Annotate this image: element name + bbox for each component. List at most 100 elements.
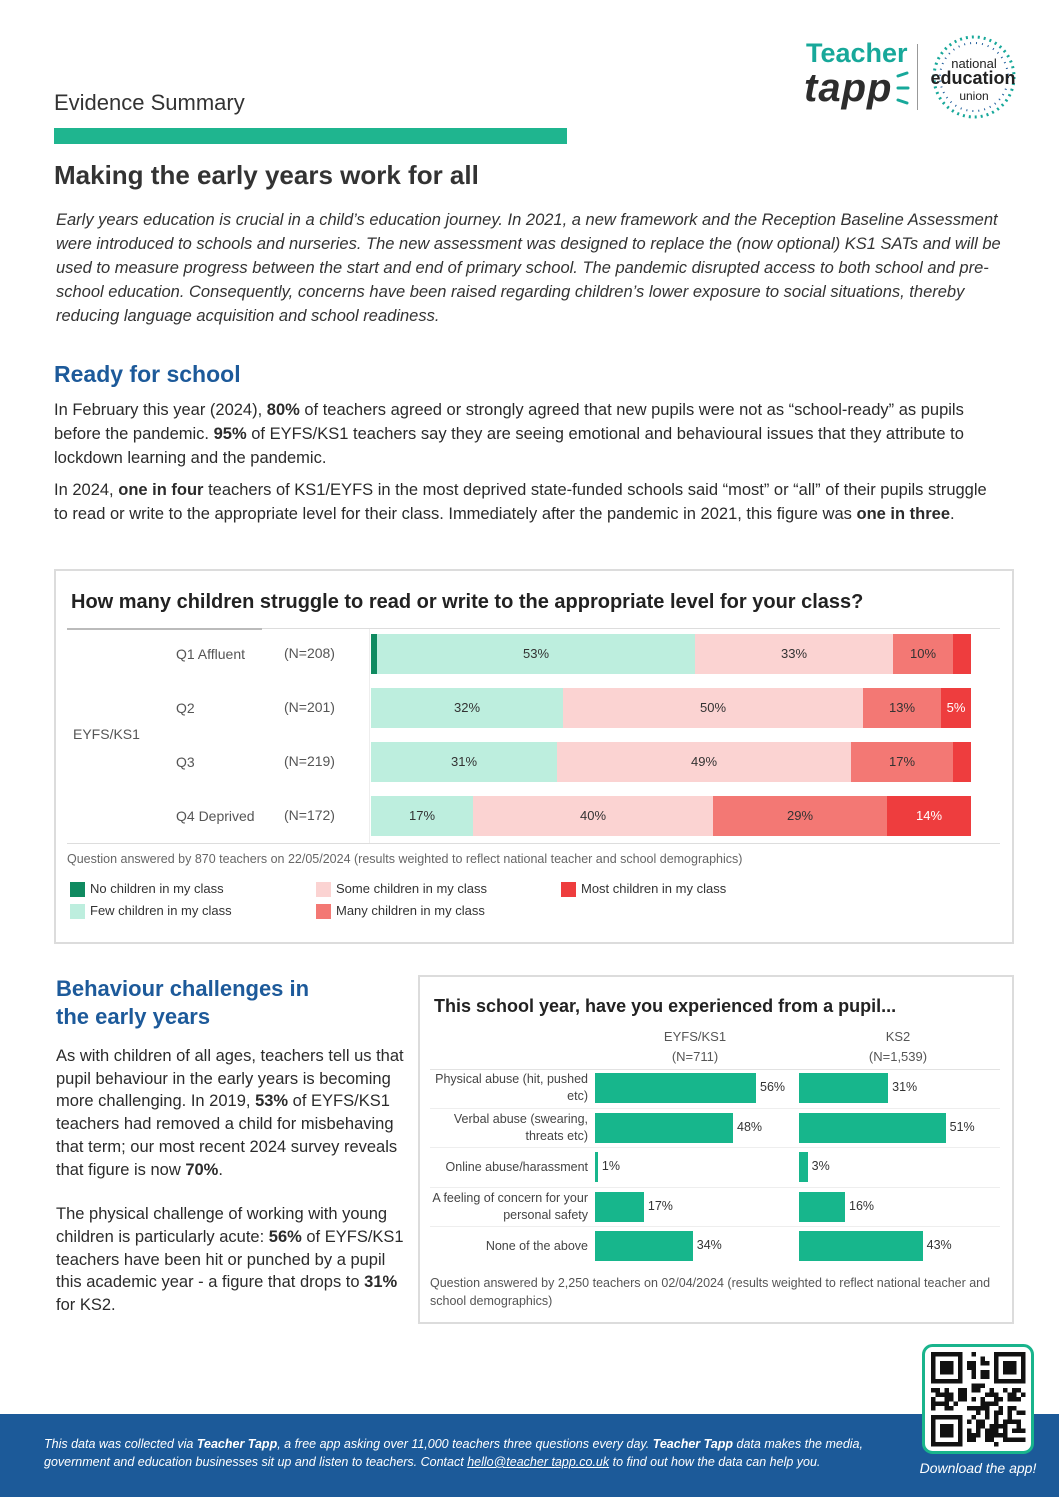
qr-module	[1012, 1437, 1017, 1442]
bar	[595, 1073, 756, 1103]
qr-module	[1012, 1392, 1017, 1397]
qr-module	[971, 1437, 976, 1442]
qr-module	[944, 1388, 949, 1393]
text-run: of EYFS/KS1 teachers say they are seeing…	[54, 425, 964, 467]
qr-module	[1003, 1424, 1008, 1429]
bar	[595, 1152, 598, 1182]
qr-module	[971, 1374, 976, 1379]
qr-module	[989, 1433, 994, 1438]
qr-module	[931, 1406, 936, 1411]
qr-module	[962, 1392, 967, 1397]
qr-module	[971, 1365, 976, 1370]
bar	[799, 1191, 845, 1222]
text-run: 70%	[185, 1160, 219, 1179]
value-label: 32%	[453, 700, 481, 715]
qr-module	[994, 1424, 999, 1429]
qr-module	[971, 1361, 976, 1366]
rule	[430, 1186, 1000, 1188]
text-run: Teacher Tapp	[652, 1437, 734, 1451]
qr-module	[1003, 1428, 1008, 1433]
bar-segment: 49%	[557, 742, 851, 782]
qr-module	[980, 1361, 985, 1366]
value-label: 3%	[811, 1159, 830, 1173]
qr-module	[935, 1392, 940, 1397]
qr-module	[980, 1401, 985, 1406]
text-run: This data was collected via	[44, 1437, 197, 1451]
category-label: Physical abuse (hit, pushed etc)	[435, 1072, 588, 1103]
qr-code[interactable]	[922, 1344, 1034, 1454]
subtitle: Evidence Summary	[54, 90, 245, 115]
bar	[799, 1231, 923, 1261]
logo-accent	[896, 71, 910, 105]
section-body: As with children of all ages, teachers t…	[56, 1045, 404, 1339]
qr-module	[962, 1397, 967, 1402]
qr-module	[1003, 1361, 1017, 1375]
paragraph: As with children of all ages, teachers t…	[56, 1045, 404, 1181]
qr-module	[985, 1437, 990, 1442]
value-label: 17%	[888, 754, 916, 769]
qr-module	[989, 1392, 994, 1397]
qr-module	[1012, 1428, 1017, 1433]
qr-module	[994, 1392, 999, 1397]
panel-header: KS2	[885, 1029, 911, 1044]
bar	[799, 1112, 946, 1143]
sample-size: (N=201)	[284, 699, 335, 715]
qr-module	[998, 1397, 1003, 1402]
legend-swatch	[316, 882, 331, 897]
qr-module	[1007, 1410, 1012, 1415]
value-label: 31%	[450, 754, 478, 769]
rule	[430, 1107, 1000, 1109]
qr-module	[931, 1401, 936, 1406]
qr-module	[971, 1433, 976, 1438]
bar-segment: 32%	[371, 688, 563, 728]
value-label: 56%	[760, 1080, 786, 1094]
footer-text: This data was collected via Teacher Tapp…	[44, 1435, 904, 1471]
bar-segment: 10%	[893, 634, 953, 674]
qr-module	[1003, 1437, 1008, 1442]
bar-segment: 29%	[713, 796, 887, 836]
value-label: 16%	[849, 1198, 875, 1213]
qr-module	[1021, 1410, 1026, 1415]
legend-swatch	[316, 904, 331, 919]
rule	[430, 1226, 1000, 1227]
qr-module	[931, 1397, 936, 1402]
qr-module	[971, 1415, 976, 1420]
text-run: Teacher Tapp	[196, 1437, 278, 1451]
qr-module	[958, 1397, 963, 1402]
legend-label: Few children in my class	[90, 903, 232, 918]
qr-module	[994, 1428, 999, 1433]
qr-module	[976, 1433, 981, 1438]
qr-module	[994, 1410, 999, 1415]
bar-segment: 40%	[473, 796, 713, 836]
qr-module	[931, 1388, 936, 1393]
ring	[932, 35, 1016, 119]
value-label: 40%	[579, 808, 607, 823]
sample-size: (N=172)	[284, 807, 335, 823]
category-label: Q3	[176, 754, 195, 770]
text-run: 53%	[255, 1092, 289, 1111]
section-body: In February this year (2024), 80% of tea…	[54, 398, 989, 534]
bar-segment	[953, 742, 971, 782]
value-label: 17%	[408, 808, 436, 823]
qr-module	[1003, 1388, 1008, 1393]
accent-bar	[54, 128, 567, 144]
qr-module	[958, 1388, 963, 1393]
section-heading: Ready for school	[54, 361, 241, 387]
qr-module	[989, 1428, 994, 1433]
qr-module	[944, 1397, 949, 1402]
logo-text: education	[930, 68, 1016, 88]
text-run: 56%	[268, 1227, 302, 1246]
qr-module	[989, 1401, 994, 1406]
qr-module	[958, 1392, 963, 1397]
qr-module	[971, 1397, 976, 1402]
chart-panel: How many children struggle to read or wr…	[54, 569, 1014, 944]
qr-module	[989, 1424, 994, 1429]
text-run: hello@teacher tapp.co.uk	[467, 1455, 610, 1469]
qr-module	[1016, 1437, 1021, 1442]
qr-module	[1007, 1406, 1012, 1411]
qr-module	[985, 1415, 990, 1420]
qr-module	[971, 1406, 976, 1411]
legend-label: Some children in my class	[336, 881, 487, 896]
qr-module	[998, 1433, 1003, 1438]
text-run: to find out how the data can help you.	[609, 1455, 821, 1469]
